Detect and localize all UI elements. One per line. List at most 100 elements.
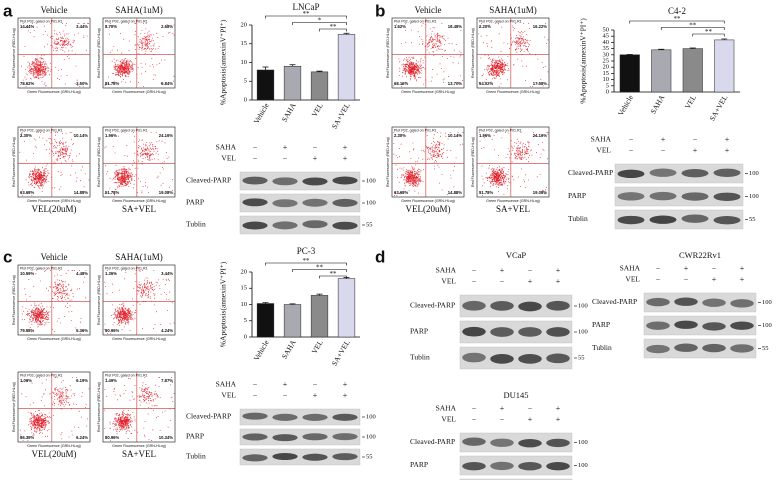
plot-frame: [102, 264, 176, 336]
y-tick-label: 0: [606, 88, 609, 95]
quadrant-percent: 63.68%: [20, 190, 34, 195]
scatter-dots: [19, 132, 90, 196]
significance-bracket: [292, 22, 347, 25]
treatment-sign: −: [500, 277, 505, 286]
blot-strip: [239, 215, 361, 235]
size-marker: 55: [749, 216, 756, 223]
y-tick-label: 20: [241, 268, 248, 275]
scatter-dots: [393, 23, 463, 87]
y-tick-label: 15: [241, 285, 248, 292]
significance-bracket: [265, 15, 347, 19]
plot-title: Plot P02, gated on P01.R1: [394, 128, 437, 132]
scatter-dots: [104, 377, 175, 441]
band-label: PARP: [568, 191, 586, 200]
panel-letter: b: [375, 1, 385, 20]
blot-strip: [459, 455, 573, 476]
panel-letter: a: [3, 1, 13, 20]
quadrant-percent: 6.84%: [161, 81, 173, 86]
blot-band: [332, 433, 358, 441]
quadrant-percent: 1.36%: [105, 271, 117, 276]
blot-band: [546, 462, 570, 471]
flow-condition-label: Vehicle: [41, 5, 68, 15]
y-axis-label: %Apoptosis(annexinV⁺PI⁺): [579, 18, 588, 104]
quadrant-percent: 1.62%: [394, 24, 406, 29]
treatment-name: VEL: [441, 277, 456, 286]
blot-band: [518, 354, 542, 364]
band-label: Tublin: [592, 343, 612, 352]
band-label: PARP: [592, 320, 610, 329]
y-tick-label: 25: [603, 57, 610, 64]
band-label: Tublin: [410, 353, 430, 362]
flow-x-axis-label: Green Fluorescence (GRN-HLog): [486, 90, 540, 94]
flow-x-axis-label: Green Fluorescence (GRN-HLog): [486, 199, 540, 203]
quadrant-percent: 1.96%: [105, 133, 117, 138]
band-label: Cleaved-PARP: [186, 412, 231, 421]
blot-band: [702, 298, 726, 307]
blot-band: [462, 437, 486, 446]
blot-band: [332, 453, 358, 461]
treatment-sign: +: [556, 404, 561, 413]
x-tick-label: VEL: [310, 101, 325, 118]
quadrant-percent: 68.16%: [394, 81, 408, 86]
y-axis-label: %Apoptosis(annexinV⁺PI⁺): [219, 261, 228, 347]
blot-band: [649, 191, 677, 201]
size-marker: 100: [366, 199, 376, 206]
quadrant-percent: 13.70%: [448, 81, 462, 86]
quadrant-percent: 3.44%: [161, 271, 173, 276]
blot-strip: [614, 186, 744, 207]
flow-y-axis-label: Red Fluorescence (RED-HLog): [12, 382, 16, 432]
treatment-sign: +: [556, 415, 561, 424]
treatment-sign: −: [283, 391, 288, 400]
significance-label: **: [316, 263, 324, 271]
quadrant-percent: 14.44%: [20, 24, 34, 29]
blot-band: [674, 343, 698, 352]
size-marker: 100: [578, 302, 588, 309]
y-tick-label: 15: [603, 70, 610, 77]
y-tick-label: 5: [244, 78, 247, 85]
treatment-sign: +: [528, 277, 533, 286]
flow-condition-label: SA+VEL: [122, 449, 156, 459]
size-marker: 100: [366, 433, 376, 440]
error-bar: [689, 47, 696, 49]
blot-strip: [239, 408, 361, 426]
x-tick-label: SA+VEL: [707, 93, 729, 122]
blot-band: [617, 192, 645, 201]
treatment-sign: −: [656, 275, 661, 284]
quadrant-percent: 78.62%: [20, 81, 34, 86]
quadrant-percent: 10.34%: [159, 435, 173, 440]
blot-band: [674, 297, 698, 306]
flow-x-axis-label: Green Fluorescence (GRN-HLog): [112, 337, 166, 341]
blot-band: [490, 327, 514, 337]
treatment-sign: −: [629, 135, 634, 144]
quadrant-percent: 80.96%: [105, 435, 119, 440]
treatment-sign: −: [684, 275, 689, 284]
flow-y-axis-label: Red Fluorescence (RED-HLog): [471, 137, 475, 187]
y-tick-label: 20: [603, 64, 610, 71]
flow-x-axis-label: Green Fluorescence (GRN-HLog): [112, 199, 166, 203]
bar: [283, 304, 302, 338]
flow-y-axis-label: Red Fluorescence (RED-HLog): [12, 275, 16, 325]
quadrant-percent: 3.50%: [76, 81, 88, 86]
treatment-sign: +: [712, 275, 717, 284]
treatment-sign: −: [472, 266, 477, 275]
plot-frame: [17, 264, 91, 336]
x-tick-label: VEL: [683, 93, 698, 110]
size-marker: 100: [749, 170, 759, 177]
quadrant-percent: 63.68%: [394, 190, 408, 195]
treatment-sign: +: [740, 275, 745, 284]
band-label: PARP: [186, 432, 204, 441]
size-marker: 55: [366, 221, 373, 228]
plot-frame: [476, 126, 550, 198]
treatment-sign: −: [472, 415, 477, 424]
y-tick-label: 40: [603, 39, 610, 46]
quadrant-percent: 90.96%: [105, 328, 119, 333]
flow-condition-label: VEL(20uM): [32, 204, 77, 214]
blot-band: [713, 192, 741, 201]
treatment-sign: −: [693, 135, 698, 144]
quadrant-percent: 19.08%: [533, 190, 547, 195]
x-tick-label: SA+VEL: [330, 101, 352, 130]
flow-x-axis-label: Green Fluorescence (GRN-HLog): [27, 90, 81, 94]
blot-band: [242, 198, 268, 207]
error-bar: [289, 303, 296, 305]
flow-y-axis-label: Red Fluorescence (RED-HLog): [97, 28, 101, 78]
